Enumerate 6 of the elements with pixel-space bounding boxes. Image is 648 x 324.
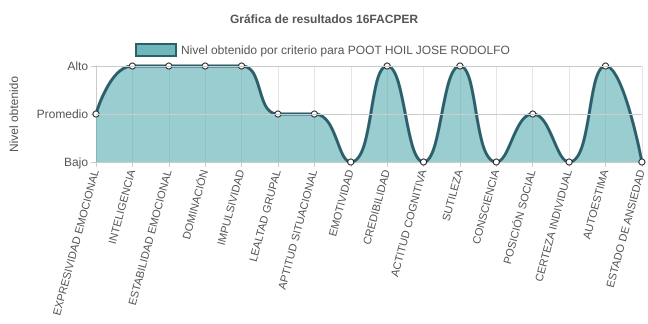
category-label: Bajo xyxy=(64,155,88,169)
chart-title: Gráfica de resultados 16FACPER xyxy=(230,12,418,26)
category-label: Promedio xyxy=(36,107,88,121)
legend-label: Nivel obtenido por criterio para POOT HOIL JOSE RODOLFO xyxy=(181,43,510,57)
y-axis-title: Nivel obtenido xyxy=(7,76,21,152)
category-label: Alto xyxy=(67,59,88,73)
